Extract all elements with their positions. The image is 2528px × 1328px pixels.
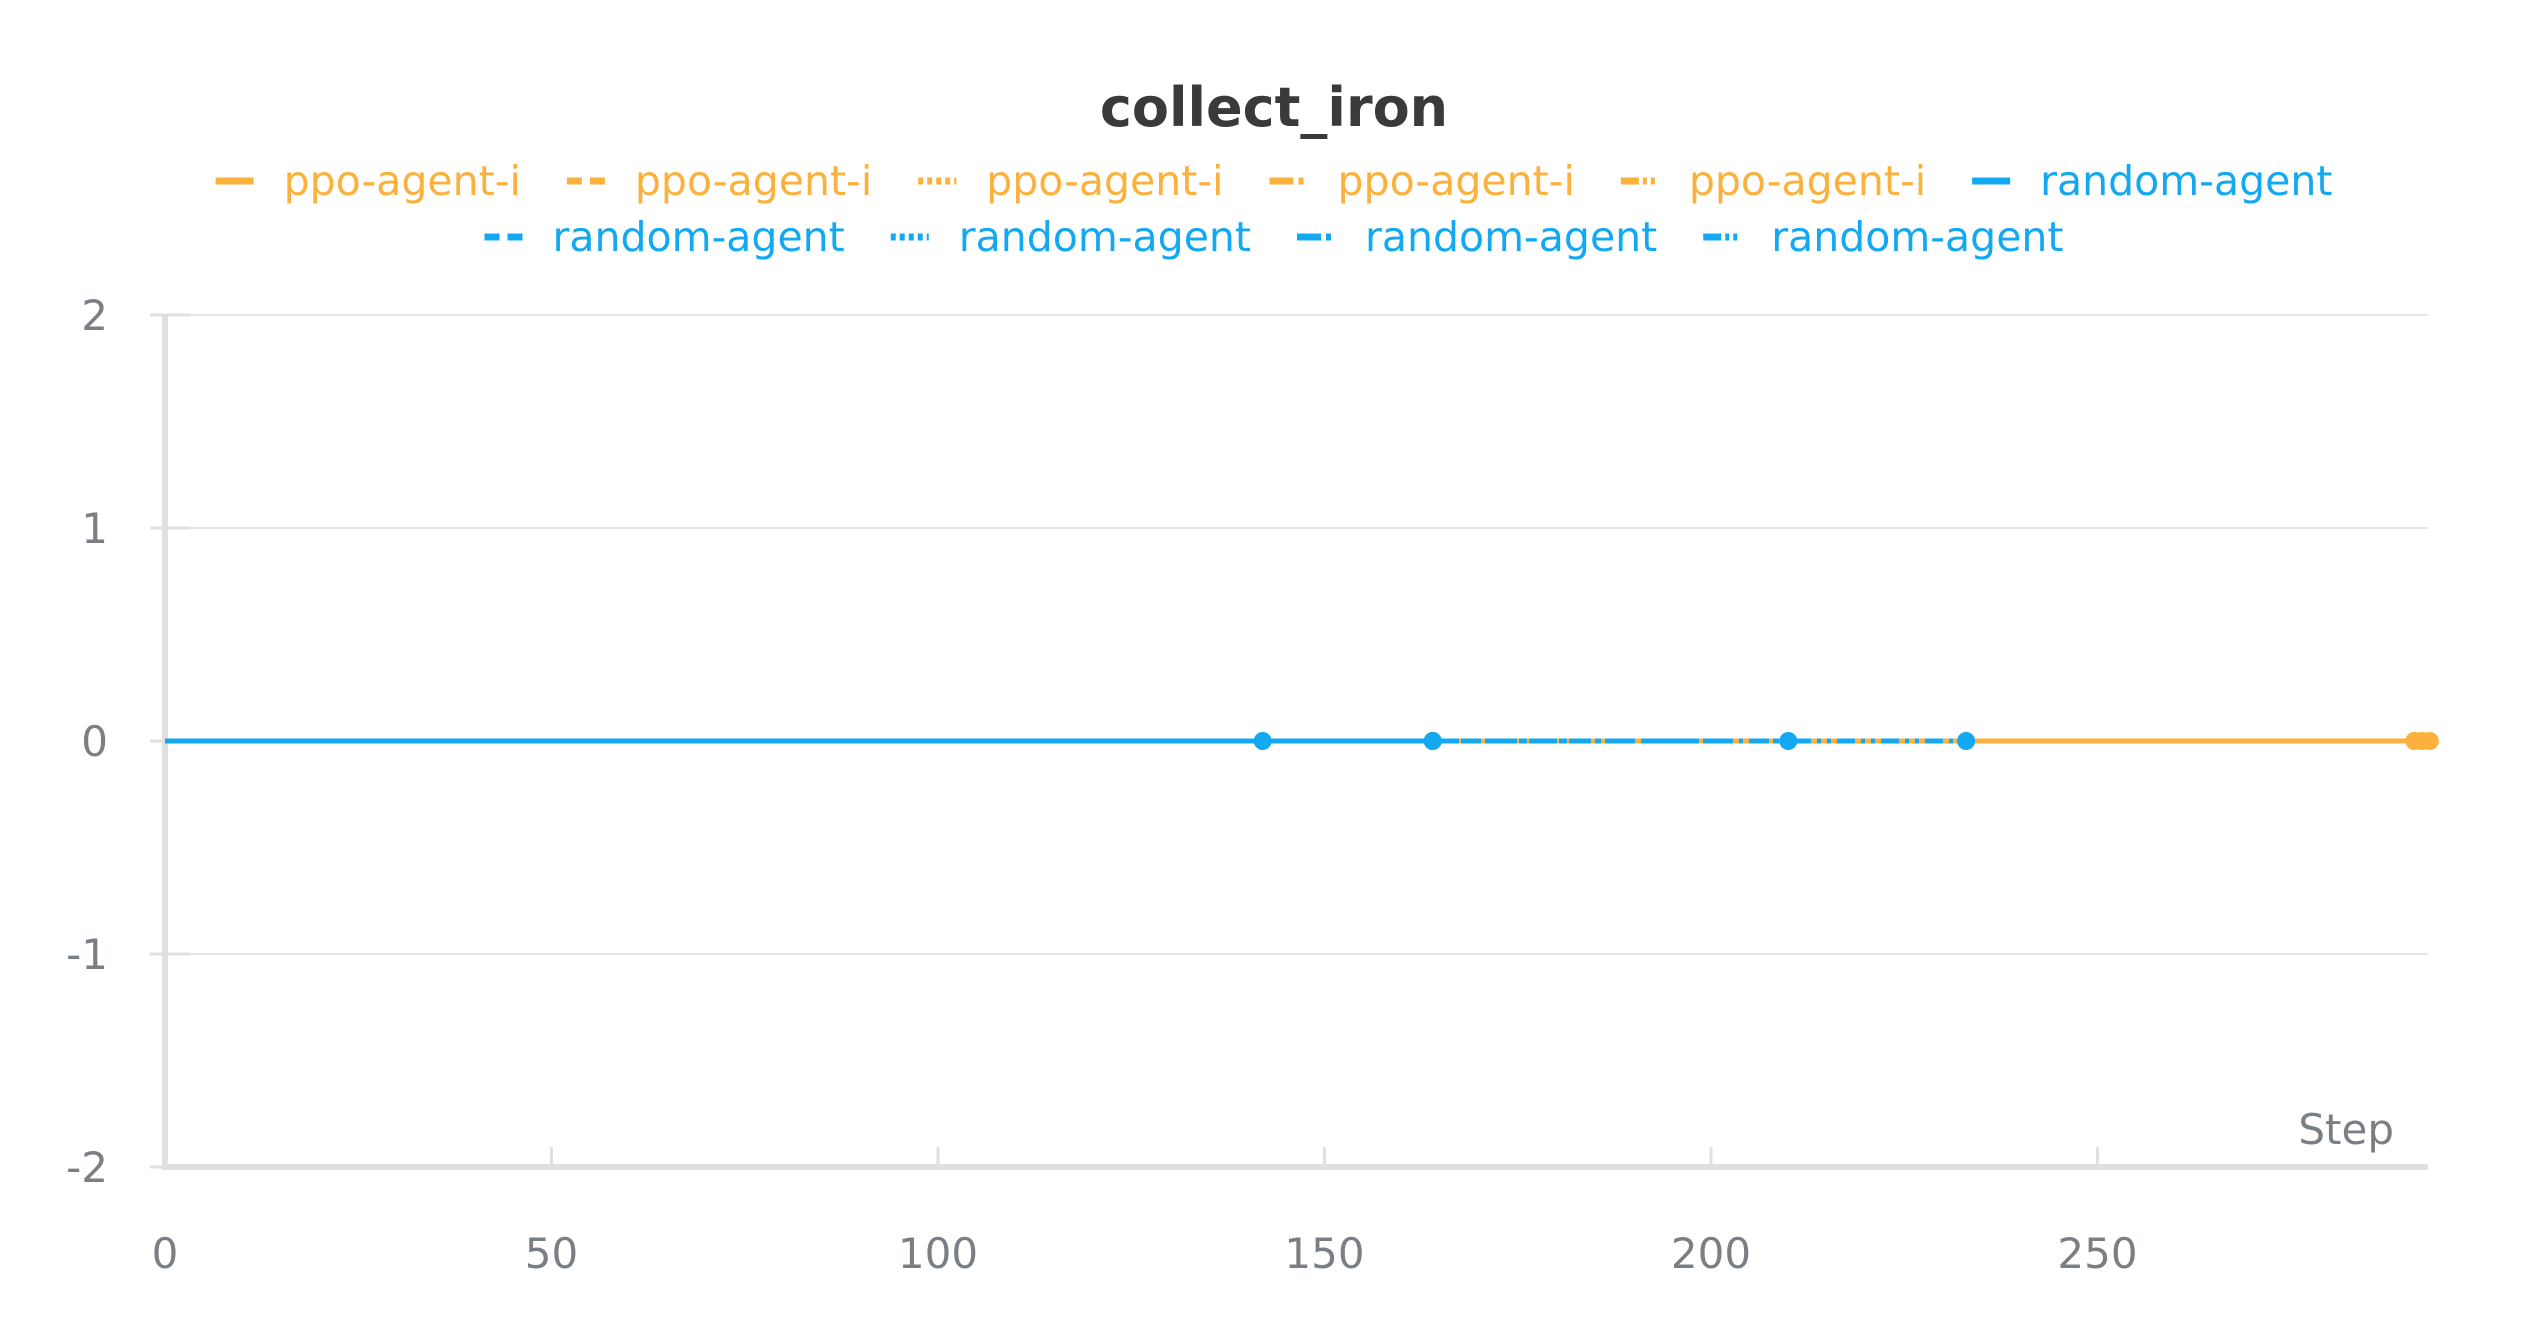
- legend: ppo-agent-i ppo-agent-i ppo-agent-i ppo-age…: [215, 157, 2332, 261]
- points-layer: [1253, 732, 2439, 750]
- x-tick-label: 200: [1671, 1229, 1751, 1278]
- legend-label: random-agent: [553, 213, 845, 261]
- legend-item[interactable]: ppo-agent-i: [1269, 157, 1575, 205]
- legend-item[interactable]: random-agent: [1972, 157, 2332, 205]
- legend-label: random-agent: [959, 213, 1251, 261]
- y-tick-label: -2: [66, 1143, 108, 1192]
- y-tick-label: -1: [66, 930, 108, 979]
- legend-item[interactable]: random-agent: [484, 213, 845, 261]
- legend-item[interactable]: ppo-agent-i: [1620, 157, 1926, 205]
- legend-label: ppo-agent-i: [1689, 157, 1926, 205]
- legend-item[interactable]: random-agent: [1703, 213, 2064, 261]
- legend-label: random-agent: [1365, 213, 1657, 261]
- series-end-point: [1779, 732, 1798, 750]
- legend-label: ppo-agent-i: [635, 157, 872, 205]
- legend-label: ppo-agent-i: [284, 157, 521, 205]
- legend-item[interactable]: random-agent: [1297, 213, 1657, 261]
- chart-title: collect_iron: [1100, 76, 1448, 139]
- x-tick-label: 0: [152, 1229, 179, 1278]
- series-end-point: [1957, 732, 1976, 750]
- y-tick-label: 0: [81, 717, 108, 766]
- series-end-point: [1423, 732, 1442, 750]
- series-end-point: [2420, 732, 2439, 750]
- legend-item[interactable]: random-agent: [890, 213, 1251, 261]
- x-tick-label: 50: [525, 1229, 578, 1278]
- series-end-point: [2405, 732, 2424, 750]
- legend-label: random-agent: [2040, 157, 2332, 205]
- x-tick-label: 100: [898, 1229, 978, 1278]
- series-end-point: [1253, 732, 1272, 750]
- x-tick-label: 150: [1284, 1229, 1364, 1278]
- legend-item[interactable]: ppo-agent-i: [215, 157, 521, 205]
- x-tick-label: 250: [2057, 1229, 2137, 1278]
- legend-label: ppo-agent-i: [986, 157, 1223, 205]
- y-tick-label: 1: [81, 504, 108, 553]
- y-tick-label: 2: [81, 291, 108, 340]
- legend-item[interactable]: ppo-agent-i: [918, 157, 1224, 205]
- grid: [165, 314, 2428, 955]
- axes: -2 -1 0 1 2 0 50 100 150 200 250: [66, 291, 2428, 1278]
- legend-item[interactable]: ppo-agent-i: [566, 157, 872, 205]
- legend-label: random-agent: [1771, 213, 2063, 261]
- legend-label: ppo-agent-i: [1338, 157, 1575, 205]
- x-axis-title: Step: [2298, 1105, 2394, 1154]
